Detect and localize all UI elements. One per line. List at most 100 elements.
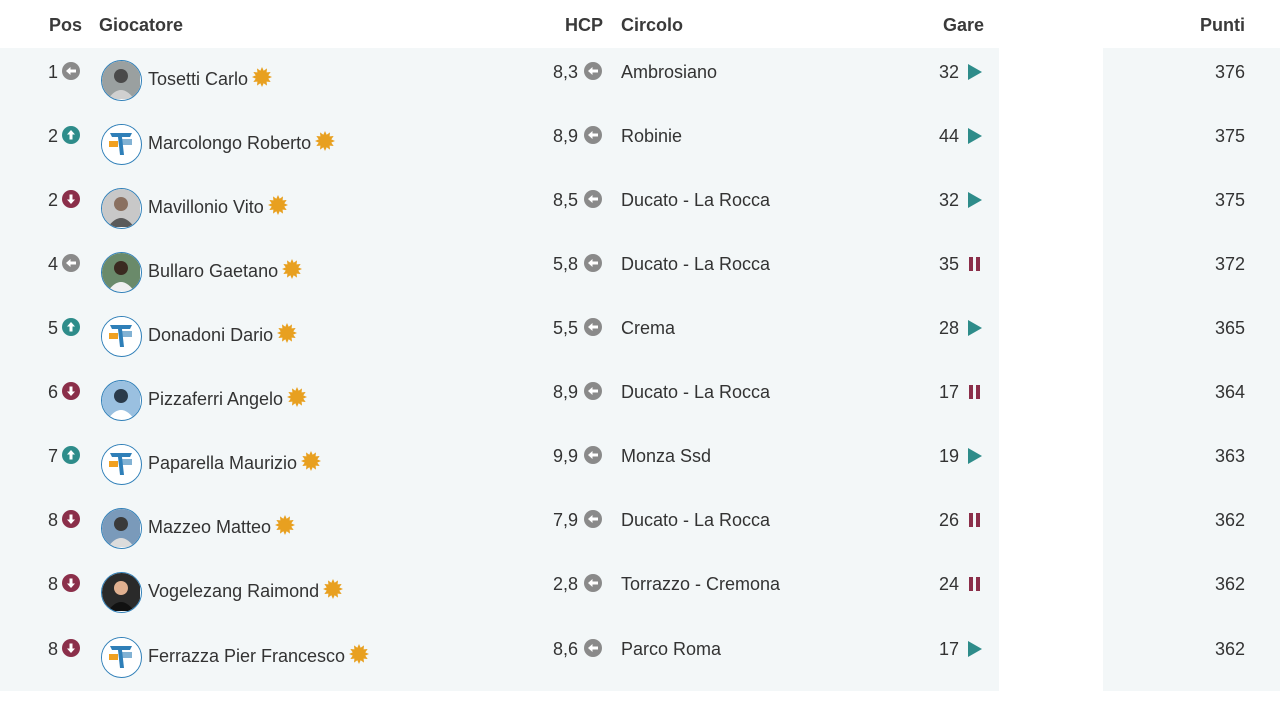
hcp-trend-icon [584, 62, 602, 80]
races-count: 17 [938, 639, 959, 659]
play-icon[interactable] [968, 192, 982, 208]
trend-down-icon [62, 639, 80, 657]
points-panel [1103, 48, 1280, 691]
column-header-gare[interactable]: Gare [942, 15, 984, 35]
races-count: 28 [938, 318, 959, 338]
star-badge-icon [277, 323, 298, 343]
avatar[interactable] [101, 572, 142, 613]
pause-icon[interactable] [968, 576, 982, 592]
table-row[interactable]: 4 Bullaro Gaetano 5,8 Ducato - La Rocca 35 37… [0, 252, 1280, 329]
star-badge-icon [301, 451, 322, 471]
player-name[interactable]: Paparella Maurizio [148, 451, 322, 474]
avatar[interactable] [101, 252, 142, 293]
points-value: 372 [1214, 254, 1245, 274]
avatar[interactable] [101, 188, 142, 229]
club-name: Ducato - La Rocca [621, 190, 771, 210]
table-row[interactable]: 7 Paparella Maurizio 9,9 Monza Ssd 19 363 [0, 444, 1280, 521]
table-row[interactable]: 1 Tosetti Carlo 8,3 Ambrosiano 32 376 [0, 60, 1280, 137]
player-name[interactable]: Tosetti Carlo [148, 67, 273, 90]
play-icon[interactable] [968, 448, 982, 464]
player-name-label[interactable]: Tosetti Carlo [148, 69, 249, 89]
hcp-value: 8,9 [552, 382, 578, 402]
races-count: 26 [938, 510, 959, 530]
player-name[interactable]: Ferrazza Pier Francesco [148, 644, 370, 667]
trend-up-icon [62, 318, 80, 336]
player-name-label[interactable]: Ferrazza Pier Francesco [148, 646, 346, 666]
club-name: Ducato - La Rocca [621, 510, 771, 530]
star-badge-icon [252, 67, 273, 87]
column-header-circolo[interactable]: Circolo [621, 15, 684, 35]
hcp-trend-icon [584, 639, 602, 657]
play-icon[interactable] [968, 64, 982, 80]
player-name-label[interactable]: Pizzaferri Angelo [148, 389, 284, 409]
avatar[interactable] [101, 508, 142, 549]
position: 2 [47, 126, 58, 146]
races-count: 32 [938, 190, 959, 210]
position: 8 [47, 639, 58, 659]
star-badge-icon [275, 515, 296, 535]
races-count: 24 [938, 574, 959, 594]
star-badge-icon [349, 644, 370, 664]
points-value: 362 [1214, 574, 1245, 594]
position: 8 [47, 510, 58, 530]
table-row[interactable]: 2 Mavillonio Vito 8,5 Ducato - La Rocca 32 37… [0, 188, 1280, 265]
table-row[interactable]: 8 Vogelezang Raimond 2,8 Torrazzo - Cremona… [0, 572, 1280, 649]
player-name[interactable]: Mazzeo Matteo [148, 515, 296, 538]
player-name[interactable]: Pizzaferri Angelo [148, 387, 308, 410]
position: 5 [47, 318, 58, 338]
player-name-label[interactable]: Donadoni Dario [148, 325, 274, 345]
points-value: 363 [1214, 446, 1245, 466]
trend-down-icon [62, 574, 80, 592]
hcp-value: 5,8 [552, 254, 578, 274]
player-name-label[interactable]: Mazzeo Matteo [148, 517, 272, 537]
play-icon[interactable] [968, 320, 982, 336]
club-name: Torrazzo - Cremona [621, 574, 781, 594]
trend-up-icon [62, 446, 80, 464]
trend-up-icon [62, 126, 80, 144]
player-name-label[interactable]: Vogelezang Raimond [148, 581, 320, 601]
table-row[interactable]: 5 Donadoni Dario 5,5 Crema 28 365 [0, 316, 1280, 393]
club-name: Ducato - La Rocca [621, 382, 771, 402]
player-name[interactable]: Bullaro Gaetano [148, 259, 303, 282]
pause-icon[interactable] [968, 256, 982, 272]
hcp-value: 8,9 [552, 126, 578, 146]
column-header-punti[interactable]: Punti [1200, 15, 1245, 35]
column-header-giocatore[interactable]: Giocatore [99, 15, 184, 35]
play-icon[interactable] [968, 641, 982, 657]
hcp-value: 9,9 [552, 446, 578, 466]
avatar[interactable] [101, 444, 142, 485]
points-value: 365 [1214, 318, 1245, 338]
avatar[interactable] [101, 316, 142, 357]
column-header-pos[interactable]: Pos [49, 15, 83, 35]
hcp-trend-icon [584, 190, 602, 208]
column-header-hcp[interactable]: HCP [564, 15, 603, 35]
star-badge-icon [267, 195, 288, 215]
avatar[interactable] [101, 60, 142, 101]
position: 8 [47, 574, 58, 594]
pause-icon[interactable] [968, 384, 982, 400]
avatar[interactable] [101, 380, 142, 421]
player-name[interactable]: Donadoni Dario [148, 323, 298, 346]
table-row[interactable]: 6 Pizzaferri Angelo 8,9 Ducato - La Rocca 17… [0, 380, 1280, 457]
player-name-label[interactable]: Paparella Maurizio [148, 453, 298, 473]
position: 6 [47, 382, 58, 402]
player-name[interactable]: Vogelezang Raimond [148, 579, 344, 602]
player-name-label[interactable]: Mavillonio Vito [148, 197, 264, 217]
table-row[interactable]: 2 Marcolongo Roberto 8,9 Robinie 44 375 [0, 124, 1280, 201]
avatar[interactable] [101, 124, 142, 165]
star-badge-icon [323, 579, 344, 599]
hcp-trend-icon [584, 126, 602, 144]
player-name[interactable]: Mavillonio Vito [148, 195, 288, 218]
table-row[interactable]: 8 Ferrazza Pier Francesco 8,6 Parco Roma 17 3… [0, 637, 1280, 714]
player-name[interactable]: Marcolongo Roberto [148, 131, 336, 154]
avatar[interactable] [101, 637, 142, 678]
play-icon[interactable] [968, 128, 982, 144]
club-name: Crema [621, 318, 676, 338]
races-count: 44 [938, 126, 959, 146]
club-name: Parco Roma [621, 639, 722, 659]
pause-icon[interactable] [968, 512, 982, 528]
player-name-label[interactable]: Bullaro Gaetano [148, 261, 279, 281]
table-row[interactable]: 8 Mazzeo Matteo 7,9 Ducato - La Rocca 26 362 [0, 508, 1280, 585]
player-name-label[interactable]: Marcolongo Roberto [148, 133, 312, 153]
points-value: 375 [1214, 126, 1245, 146]
